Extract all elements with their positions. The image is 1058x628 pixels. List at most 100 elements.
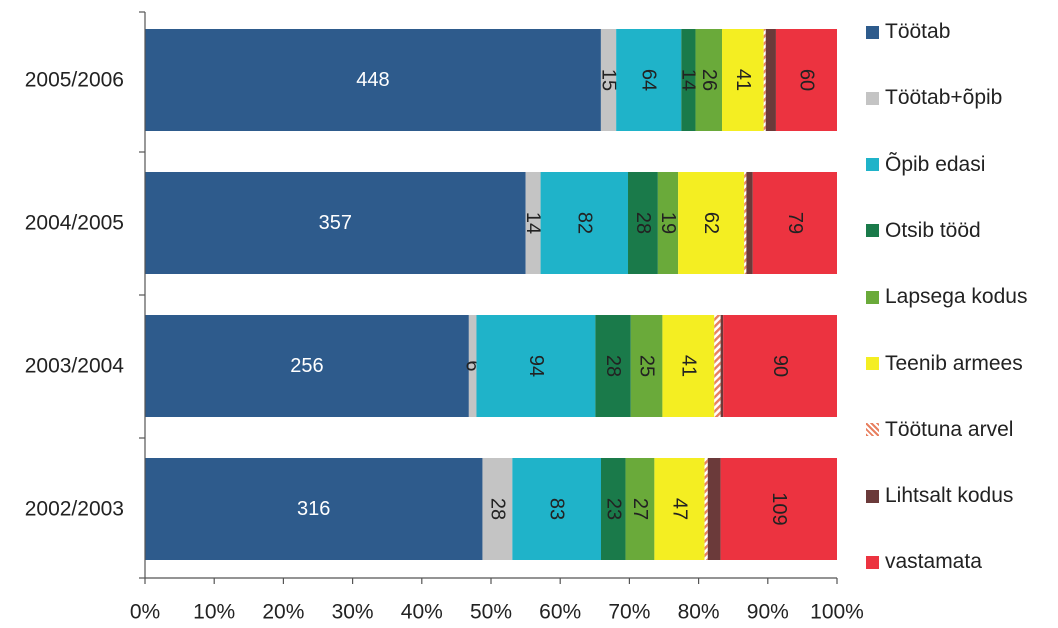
x-tick-label: 90%	[747, 601, 789, 624]
legend-label: Lapsega kodus	[885, 285, 1028, 309]
data-label: 41	[677, 355, 699, 377]
data-label: 28	[486, 498, 508, 520]
bar-segment	[720, 315, 724, 417]
bar-segment	[752, 172, 837, 274]
x-tick-label: 80%	[678, 601, 720, 624]
data-label: 47	[668, 498, 690, 520]
bar-segment	[765, 29, 776, 131]
legend-swatch	[866, 25, 879, 39]
data-label: 60	[795, 69, 817, 91]
data-label: 83	[546, 498, 568, 520]
category-label: 2005/2006	[25, 69, 124, 92]
data-label: 94	[525, 355, 547, 377]
legend-swatch	[866, 224, 879, 238]
category-label: 2004/2005	[25, 212, 124, 235]
bar-segment	[525, 172, 541, 274]
data-label: 82	[573, 212, 595, 234]
bar-segment	[654, 458, 705, 560]
data-label: 448	[356, 69, 389, 91]
legend-item: Töötab+õpib	[866, 84, 1002, 112]
legend-label: Õpib edasi	[885, 152, 986, 176]
data-label: 62	[700, 212, 722, 234]
data-label: 41	[732, 69, 754, 91]
data-label: 15	[598, 69, 620, 91]
bar-segment	[600, 29, 617, 131]
x-tick-label: 60%	[539, 601, 581, 624]
legend-label: Teenib armees	[885, 351, 1023, 375]
bar-segment	[595, 315, 631, 417]
legend-label: Töötab+õpib	[885, 86, 1003, 110]
data-label: 23	[602, 498, 624, 520]
legend-item: Töötuna arvel	[866, 416, 1013, 444]
bar-segment	[744, 172, 747, 274]
bar-segment	[657, 172, 679, 274]
bar-segment	[600, 458, 626, 560]
data-label: 357	[319, 212, 352, 234]
category-label: 2002/2003	[25, 498, 124, 521]
legend-swatch	[866, 423, 879, 437]
data-label: 109	[768, 492, 790, 525]
x-tick-label: 20%	[262, 601, 304, 624]
legend-item: vastamata	[866, 548, 982, 576]
legend-item: Õpib edasi	[866, 151, 985, 179]
legend-label: Töötab	[885, 20, 951, 43]
axes-layer: 2005/2006 2004/2005 2003/2004 2002/2003 0% 10…	[25, 11, 864, 624]
data-label: 14	[522, 212, 544, 234]
data-label: 256	[290, 355, 323, 377]
bar-segment	[540, 172, 629, 274]
bar-segment	[625, 458, 655, 560]
data-label: 79	[784, 212, 806, 234]
bar-segment	[628, 172, 658, 274]
legend-swatch	[866, 489, 879, 503]
data-label: 6	[462, 360, 484, 371]
data-label: 14	[677, 69, 699, 91]
legend-item: Lapsega kodus	[866, 283, 1027, 311]
bar-segment	[775, 29, 837, 131]
bar-segment	[681, 29, 696, 131]
bar-segment	[763, 29, 766, 131]
bar-segment	[145, 29, 601, 131]
bar-segment	[616, 29, 682, 131]
bar-segment	[707, 458, 721, 560]
x-tick-label: 40%	[401, 601, 443, 624]
legend-swatch	[866, 290, 879, 304]
bar-segment	[704, 458, 708, 560]
data-label: 27	[629, 498, 651, 520]
bar-segment	[723, 315, 837, 417]
category-label: 2003/2004	[25, 355, 125, 378]
legend-item: Lihtsalt kodus	[866, 482, 1013, 510]
data-label: 28	[602, 355, 624, 377]
bar-segment	[476, 315, 596, 417]
bar-segment	[746, 172, 753, 274]
legend-swatch	[866, 555, 879, 569]
bar-segment	[662, 315, 715, 417]
data-label: 26	[698, 69, 720, 91]
legend-item: Otsib tööd	[866, 217, 981, 245]
data-label: 28	[632, 212, 654, 234]
x-tick-label: 30%	[332, 601, 374, 624]
bar-segment	[722, 29, 764, 131]
legend-label: Töötuna arvel	[885, 417, 1014, 441]
legend-label: vastamata	[885, 550, 982, 574]
legend-item: Teenib armees	[866, 350, 1023, 378]
bar-segment	[630, 315, 663, 417]
x-tick-label: 50%	[470, 601, 512, 624]
data-label: 316	[297, 498, 330, 520]
bar-segment	[145, 172, 526, 274]
data-label: 64	[638, 69, 660, 91]
legend-swatch	[866, 158, 879, 172]
bar-segment	[678, 172, 745, 274]
bar-segment	[714, 315, 721, 417]
legend-swatch	[866, 357, 879, 370]
legend-swatch	[866, 91, 879, 105]
x-tick-label: 100%	[810, 601, 864, 624]
x-tick-label: 0%	[130, 601, 160, 624]
bar-segment	[512, 458, 601, 560]
bar-segment	[145, 315, 469, 417]
bar-segment	[695, 29, 723, 131]
bar-segment	[720, 458, 837, 560]
bar-segment	[145, 458, 483, 560]
bar-segment	[468, 315, 477, 417]
